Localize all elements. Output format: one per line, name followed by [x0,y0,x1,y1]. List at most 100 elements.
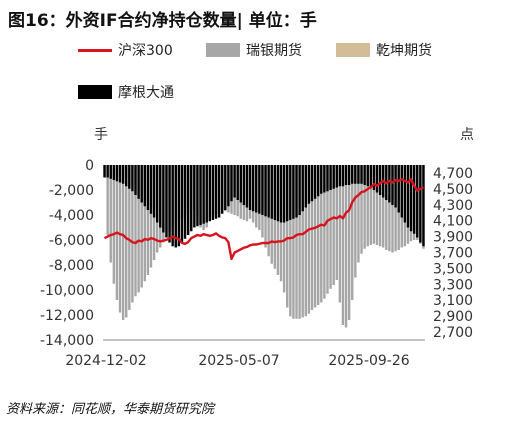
bar-jpm [419,165,421,243]
bar-jpm [168,165,170,243]
y-right-tick-label: 4,300 [433,198,473,214]
bar-jpm [243,165,245,205]
bar-jpm [363,165,365,185]
bar-jpm [236,165,238,200]
bar-jpm [224,165,226,210]
y-right-tick-label: 3,300 [433,277,473,293]
bar-jpm [159,165,161,228]
x-tick-label: 2024-12-02 [65,353,146,369]
bar-jpm [122,165,124,184]
bar-jpm [311,165,313,201]
bar-jpm [370,165,372,188]
bar-jpm [255,165,257,213]
y-right-tick-label: 3,700 [433,246,473,262]
bar-jpm [209,165,211,221]
bar-jpm [357,165,359,184]
bar-jpm [137,165,139,199]
y-right-tick-label: 4,700 [433,166,473,182]
bar-jpm [339,165,341,186]
bar-jpm [221,165,223,214]
x-tick-label: 2025-09-26 [328,353,409,369]
bar-jpm [181,165,183,243]
bar-ubs [113,165,115,284]
bar-ubs [122,165,124,320]
bar-ubs [119,165,121,313]
bar-jpm [416,165,418,238]
bar-jpm [367,165,369,186]
bar-jpm [329,165,331,190]
line-hs300 [105,179,424,259]
bar-jpm [140,165,142,203]
y-left-tick-label: 0 [85,158,94,174]
bar-jpm [289,165,291,220]
bar-jpm [422,165,424,246]
bar-jpm [342,165,344,186]
bar-jpm [351,165,353,184]
y-left-tick-label: -6,000 [49,233,94,249]
bar-jpm [153,165,155,218]
bar-jpm [196,165,198,226]
source-note: 资料来源：同花顺，华泰期货研究院 [6,398,214,417]
bar-jpm [305,165,307,208]
bar-jpm [326,165,328,191]
bar-jpm [323,165,325,193]
bar-jpm [314,165,316,199]
bar-jpm [397,165,399,213]
bar-jpm [162,165,164,233]
bar-jpm [277,165,279,221]
bar-jpm [252,165,254,211]
bar-jpm [336,165,338,188]
bar-jpm [249,165,251,210]
bar-jpm [175,165,177,248]
bar-jpm [379,165,381,195]
y-right-tick-label: 2,700 [433,325,473,341]
bar-jpm [156,165,158,223]
bar-jpm [165,165,167,238]
bar-jpm [401,165,403,218]
bar-jpm [354,165,356,184]
bar-jpm [274,165,276,220]
bar-jpm [320,165,322,194]
bar-jpm [388,165,390,203]
bar-ubs [345,165,347,328]
x-tick-label: 2025-05-07 [198,353,279,369]
y-right-tick-label: 4,500 [433,182,473,198]
bar-jpm [301,165,303,211]
y-left-tick-label: -4,000 [49,208,94,224]
bar-jpm [283,165,285,223]
bar-ubs [351,165,353,300]
bar-jpm [202,165,204,224]
y-right-tick-label: 3,900 [433,230,473,246]
bar-jpm [187,165,189,235]
bar-jpm [147,165,149,210]
bar-jpm [119,165,121,183]
bar-jpm [295,165,297,218]
bar-jpm [134,165,136,195]
bar-jpm [348,165,350,185]
bar-jpm [317,165,319,196]
bar-jpm [125,165,127,186]
bar-jpm [391,165,393,205]
y-left-tick-label: -14,000 [40,333,94,349]
bar-jpm [233,165,235,198]
y-right-tick-label: 2,900 [433,309,473,325]
bars [103,165,424,328]
y-left-tick-label: -12,000 [40,308,94,324]
bar-jpm [230,165,232,201]
bar-jpm [413,165,415,234]
bar-jpm [394,165,396,208]
bar-jpm [240,165,242,203]
bar-ubs [342,165,344,325]
bar-jpm [376,165,378,193]
bar-jpm [286,165,288,221]
y-right-tick-label: 3,500 [433,261,473,277]
bar-ubs [110,165,112,263]
bar-jpm [246,165,248,208]
bar-jpm [227,165,229,206]
bar-jpm [404,165,406,223]
bar-jpm [199,165,201,225]
bar-jpm [184,165,186,239]
bar-jpm [407,165,409,228]
bar-jpm [298,165,300,215]
y-left-tick-label: -10,000 [40,283,94,299]
